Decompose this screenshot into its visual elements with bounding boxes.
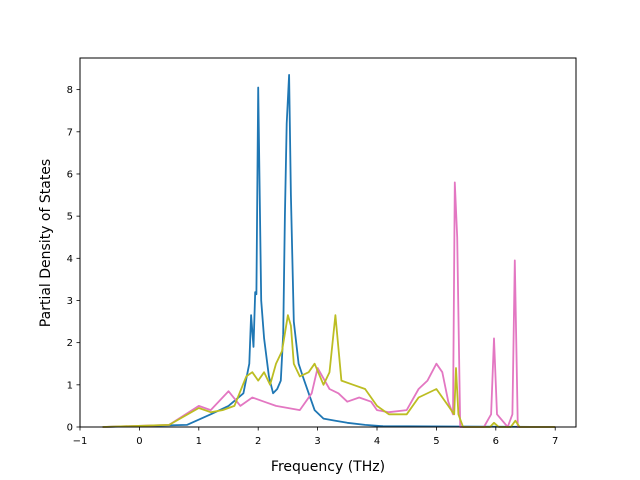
x-tick-label: 4 — [374, 436, 380, 447]
y-tick-label: 6 — [67, 169, 73, 180]
y-tick-label: 5 — [67, 212, 73, 223]
y-ticks: 0 1 2 3 4 5 6 7 8 — [67, 85, 80, 434]
x-tick-label: 5 — [433, 436, 439, 447]
y-tick-label: 2 — [67, 338, 73, 349]
x-tick-label: 0 — [136, 436, 142, 447]
x-ticks: −1 0 1 2 3 4 5 6 7 — [73, 427, 558, 447]
x-tick-label: 1 — [196, 436, 202, 447]
x-tick-label: −1 — [73, 436, 88, 447]
y-axis-label: Partial Density of States — [38, 159, 54, 327]
x-axis-label: Frequency (THz) — [271, 459, 385, 475]
y-tick-label: 0 — [67, 423, 73, 434]
y-tick-label: 8 — [67, 85, 73, 96]
y-tick-label: 1 — [67, 380, 73, 391]
y-tick-label: 7 — [67, 127, 73, 138]
x-tick-label: 7 — [552, 436, 558, 447]
y-tick-label: 3 — [67, 296, 73, 307]
y-tick-label: 4 — [67, 254, 73, 265]
x-tick-label: 6 — [493, 436, 499, 447]
plot-frame — [79, 57, 577, 428]
series-line-1 — [102, 74, 556, 428]
x-tick-label: 3 — [314, 436, 320, 447]
x-tick-label: 2 — [255, 436, 261, 447]
